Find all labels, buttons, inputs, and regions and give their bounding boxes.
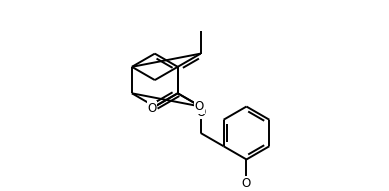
- Text: O: O: [242, 177, 251, 190]
- Text: O: O: [147, 102, 156, 115]
- Text: O: O: [194, 100, 204, 113]
- Text: O: O: [196, 106, 205, 119]
